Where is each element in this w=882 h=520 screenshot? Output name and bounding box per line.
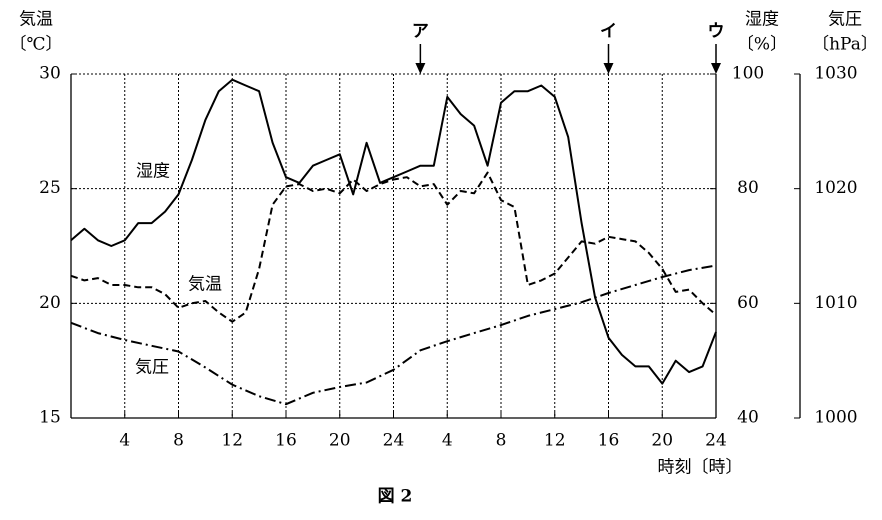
- y2-axis-unit: 〔%〕: [737, 35, 787, 55]
- y3-tick-label: 1030: [814, 64, 857, 84]
- y2-tick-label: 40: [737, 408, 759, 428]
- x-tick-label: 24: [705, 431, 727, 451]
- x-tick-label: 12: [221, 431, 243, 451]
- y-axis-label: 気温: [19, 10, 53, 30]
- series-line: [70, 78, 717, 385]
- annotation-label: ア: [412, 22, 429, 42]
- annotation-arrowhead: [711, 63, 721, 74]
- y-tick-label: 20: [39, 293, 61, 313]
- y-axis-unit: 〔℃〕: [9, 35, 62, 55]
- x-tick-label: 24: [383, 431, 405, 451]
- annotation-label: イ: [600, 22, 617, 42]
- x-tick-label: 20: [651, 431, 673, 451]
- x-tick-label: 4: [442, 431, 453, 451]
- x-tick-label: 16: [275, 431, 297, 451]
- y2-tick-label: 100: [732, 64, 764, 84]
- y2-tick-label: 80: [737, 178, 759, 198]
- series-label: 気圧: [135, 358, 169, 378]
- y3-axis-unit: 〔hPa〕: [812, 35, 878, 55]
- y-tick-label: 25: [39, 178, 61, 198]
- annotation-label: ウ: [708, 22, 725, 42]
- series-line: [70, 171, 717, 323]
- y3-axis-label: 気圧: [828, 10, 862, 30]
- series-line: [70, 264, 717, 406]
- y2-tick-label: 60: [737, 293, 759, 313]
- x-tick-label: 16: [598, 431, 620, 451]
- y2-axis-label: 湿度: [745, 10, 779, 30]
- y-tick-label: 30: [39, 64, 61, 84]
- chart-title: 図 2: [378, 487, 413, 507]
- x-tick-label: 20: [329, 431, 351, 451]
- annotation-arrowhead: [603, 63, 614, 74]
- y-tick-label: 15: [39, 408, 61, 428]
- annotation-arrowhead: [415, 63, 426, 74]
- y3-tick-label: 1010: [814, 293, 857, 313]
- series-label: 湿度: [136, 162, 170, 182]
- x-axis-label: 時刻〔時〕: [658, 458, 743, 478]
- x-tick-label: 4: [119, 431, 130, 451]
- x-tick-label: 8: [173, 431, 184, 451]
- y3-tick-label: 1020: [814, 178, 857, 198]
- y3-tick-label: 1000: [814, 408, 857, 428]
- x-tick-label: 8: [496, 431, 507, 451]
- series-label: 気温: [188, 275, 222, 295]
- x-tick-label: 12: [544, 431, 566, 451]
